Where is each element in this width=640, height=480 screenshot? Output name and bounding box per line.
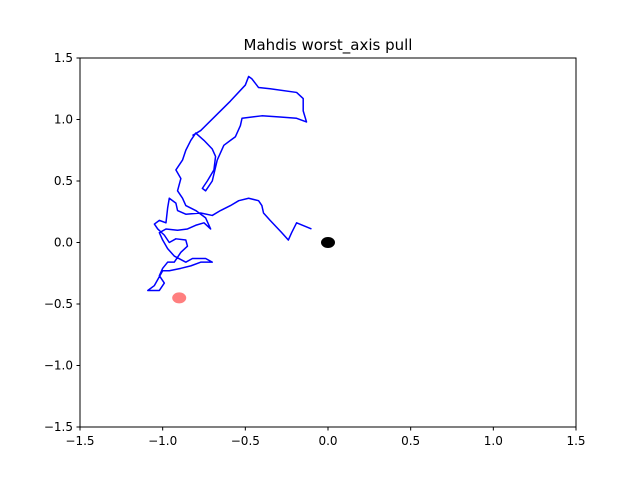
chart-title: Mahdis worst_axis pull: [244, 36, 413, 55]
y-tick-label: −1.0: [44, 359, 73, 373]
x-tick-label: 0.0: [318, 434, 337, 448]
y-tick-label: 0.0: [54, 236, 73, 250]
plot-frame: [79, 57, 577, 428]
y-tick-label: −0.5: [44, 297, 73, 311]
x-tick-label: 1.0: [484, 434, 503, 448]
y-tick-label: −1.5: [44, 420, 73, 434]
scatter-point: [321, 237, 335, 248]
scatter-point: [172, 292, 187, 304]
y-tick-label: 1.5: [54, 51, 73, 65]
y-tick-label: 0.5: [54, 174, 73, 188]
y-tick-label: 1.0: [54, 113, 73, 127]
x-tick-label: −0.5: [231, 434, 260, 448]
x-tick-label: 1.5: [566, 434, 585, 448]
x-tick-label: 0.5: [401, 434, 420, 448]
trajectory-line: [147, 75, 312, 292]
x-tick-label: −1.0: [148, 434, 177, 448]
x-tick-label: −1.5: [65, 434, 94, 448]
